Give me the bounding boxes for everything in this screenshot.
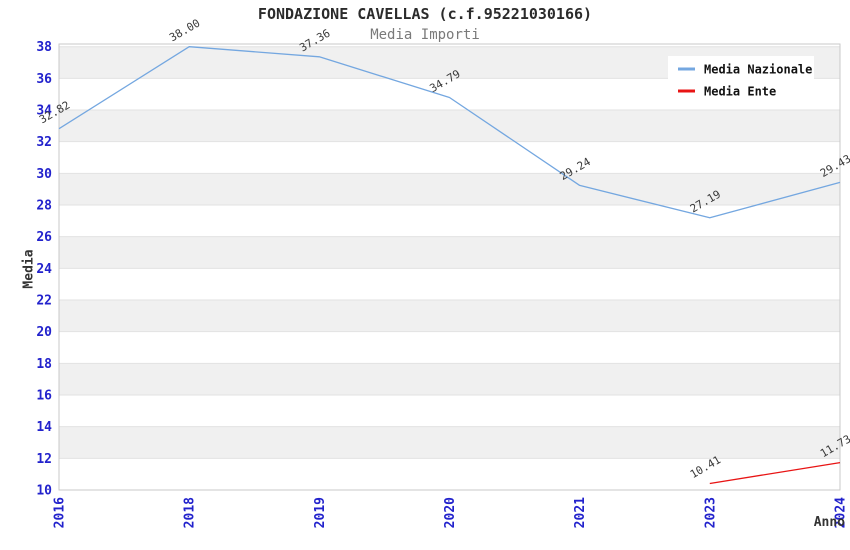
grid-band (59, 173, 840, 206)
x-tick-label: 2019 (313, 497, 328, 528)
grid-band (59, 236, 840, 269)
y-tick-label: 36 (36, 72, 52, 87)
x-tick-label: 2024 (834, 497, 849, 528)
x-axis-title: Anno (813, 515, 845, 530)
grid-band (59, 426, 840, 459)
y-tick-label: 18 (36, 357, 52, 372)
grid-band (59, 331, 840, 364)
x-tick-label: 2016 (53, 497, 68, 528)
y-tick-label: 28 (36, 199, 52, 214)
plot-border (58, 43, 841, 491)
chart-title: FONDAZIONE CAVELLAS (c.f.95221030166) (257, 5, 593, 23)
chart-subtitle: Media Importi (370, 27, 480, 43)
legend-label: Media Ente (704, 85, 776, 99)
x-tick-label: 2020 (443, 497, 458, 528)
x-tick-label: 2023 (703, 497, 718, 528)
data-label: 38.00 (167, 16, 202, 44)
series-line (58, 46, 841, 219)
y-tick-label: 12 (36, 452, 52, 467)
y-tick-label: 30 (36, 167, 52, 182)
grid-band (59, 141, 840, 174)
y-axis-title: Media (21, 249, 37, 289)
y-tick-label: 24 (36, 262, 52, 277)
y-tick-label: 34 (36, 104, 52, 119)
y-tick-label: 20 (36, 325, 52, 340)
y-tick-label: 16 (36, 389, 52, 404)
y-tick-label: 10 (36, 484, 52, 499)
y-tick-label: 26 (36, 230, 52, 245)
grid-band (59, 268, 840, 301)
legend-label: Media Nazionale (704, 63, 812, 77)
y-tick-label: 22 (36, 294, 52, 309)
y-tick-label: 14 (36, 420, 52, 435)
grid-band (59, 205, 840, 237)
x-tick-label: 2021 (573, 497, 588, 528)
grid-band (59, 110, 840, 142)
grid-band (59, 300, 840, 332)
y-tick-label: 38 (36, 40, 52, 55)
grid-band (59, 363, 840, 396)
y-tick-label: 32 (36, 135, 52, 150)
series-line (709, 461, 841, 485)
grid-band (59, 458, 840, 490)
grid-band (59, 395, 840, 427)
x-tick-label: 2018 (183, 497, 198, 528)
legend (668, 56, 814, 104)
